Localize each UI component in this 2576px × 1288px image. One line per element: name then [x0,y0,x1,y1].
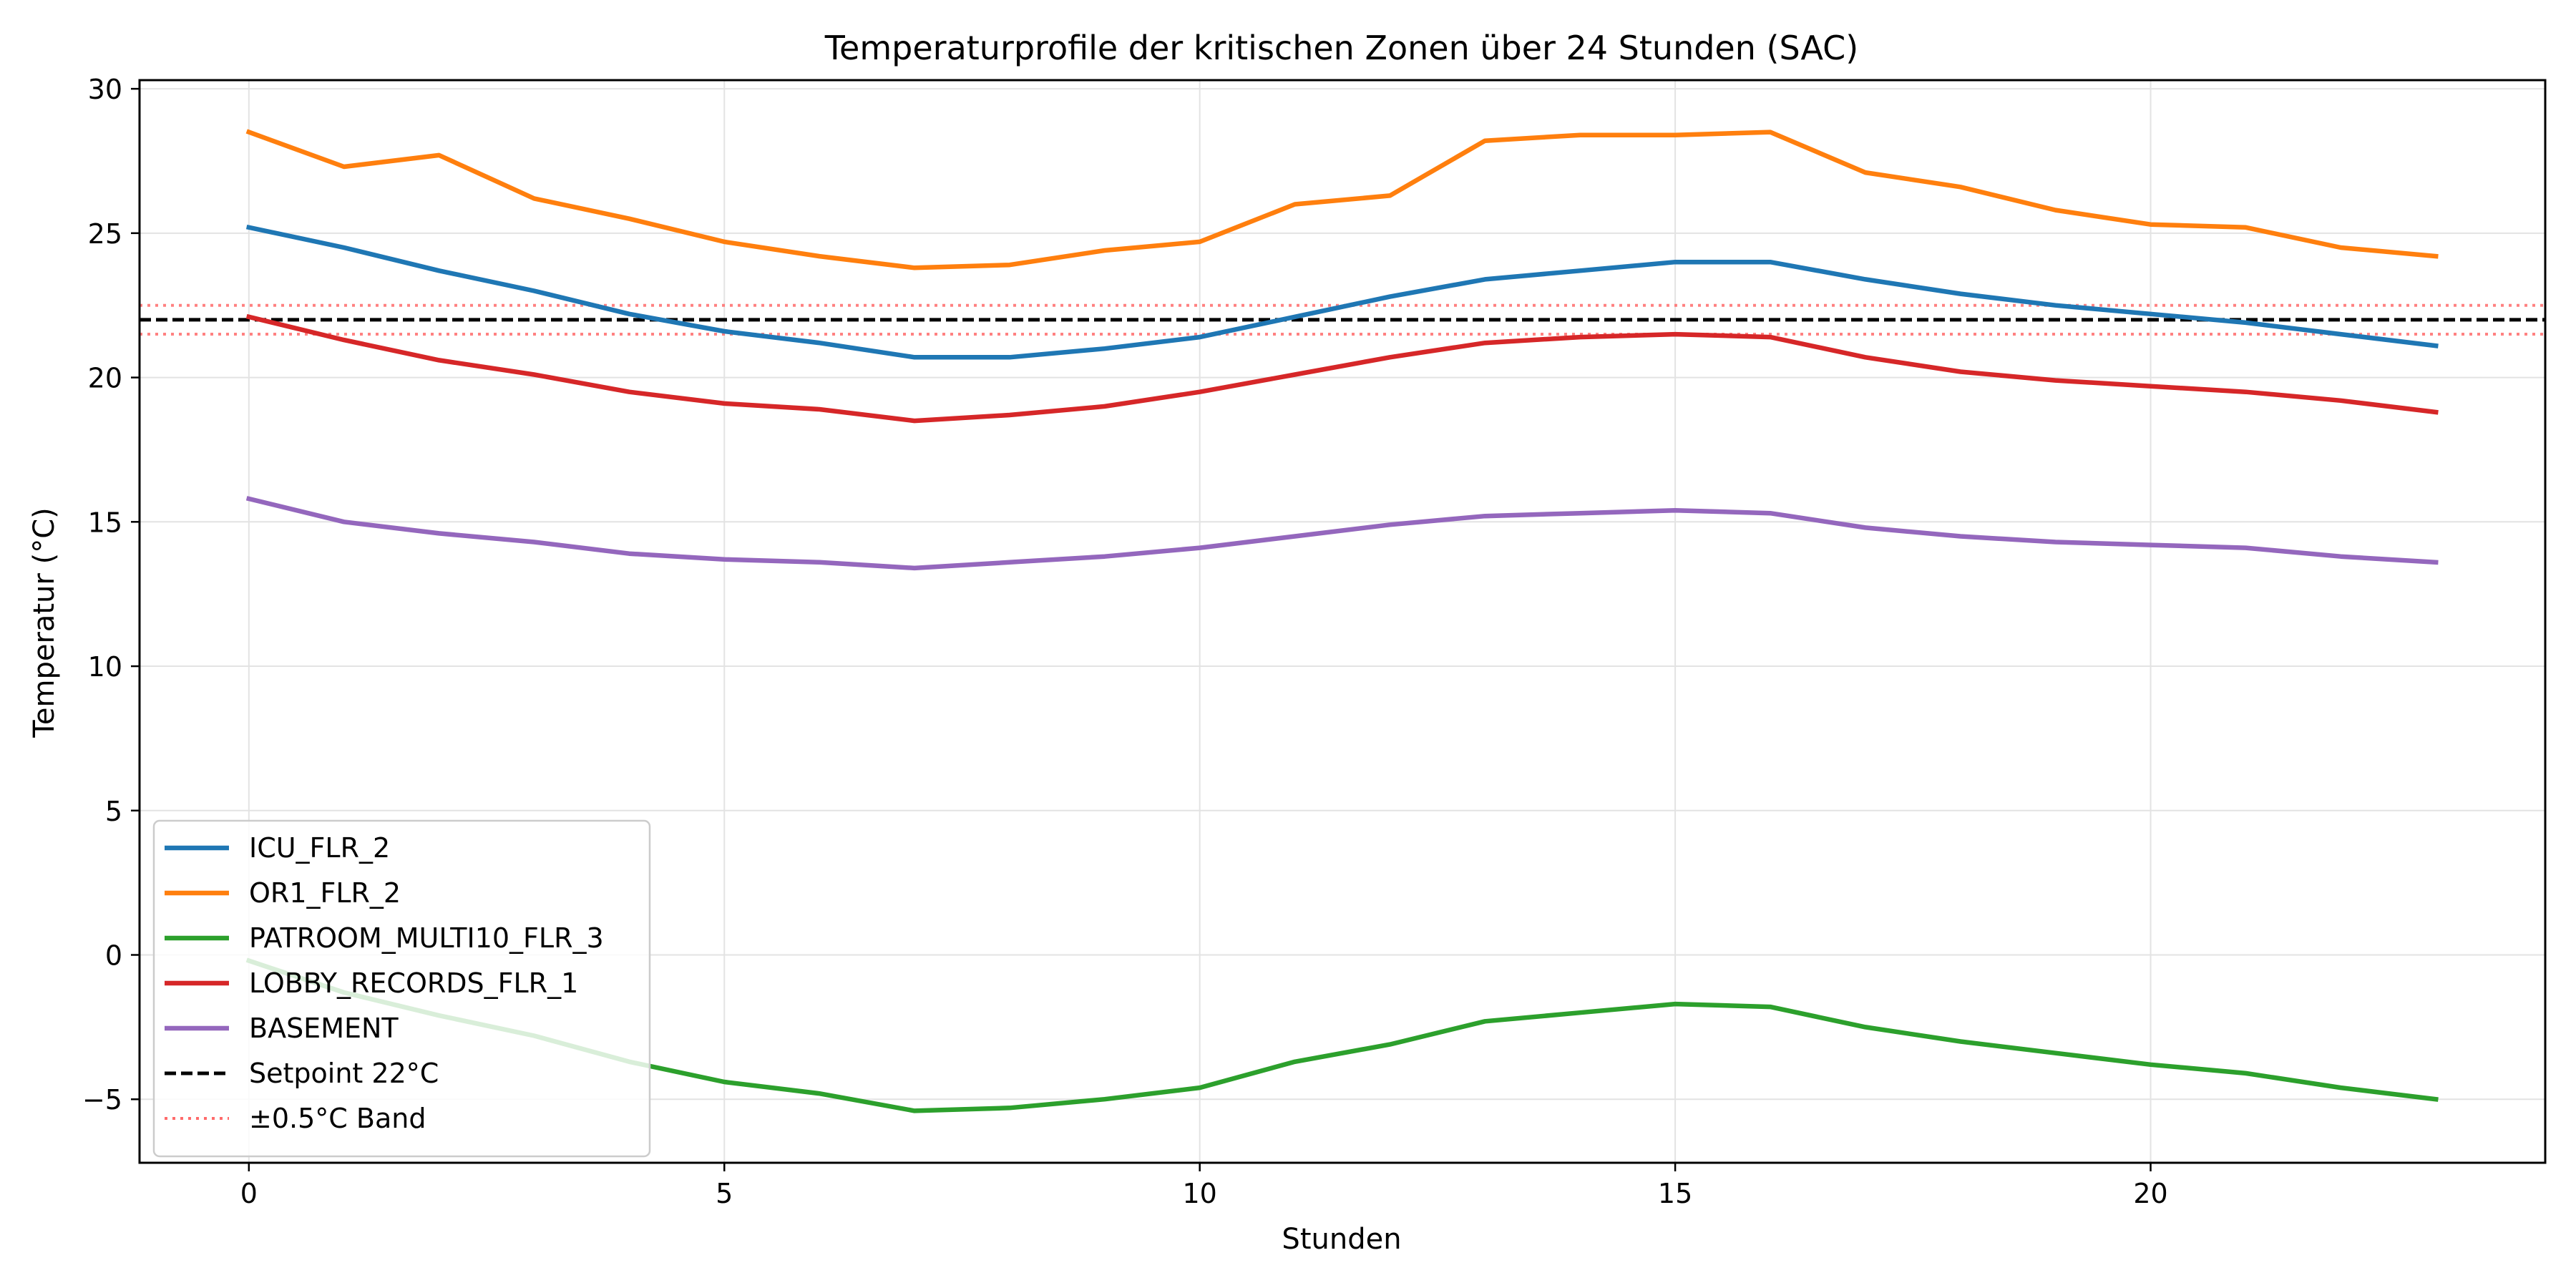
y-tick-label: 30 [88,74,122,105]
reference-lines [140,303,2545,336]
y-tick-label: −5 [82,1084,122,1116]
y-tick-label: 15 [88,507,122,538]
x-tick-label: 5 [716,1178,733,1209]
y-tick-label: 20 [88,363,122,394]
legend-label: ICU_FLR_2 [249,832,390,864]
y-tick-label: 0 [105,940,122,972]
x-axis-label: Stunden [1282,1223,1401,1256]
y-tick-label: 25 [88,218,122,250]
series-line-icu-flr-2 [245,224,2439,360]
y-tick-label: 10 [88,651,122,683]
legend-label: OR1_FLR_2 [249,877,401,909]
y-axis-ticks: −5 0 5 10 15 20 25 30 [82,74,140,1116]
y-axis-label: Temperatur (°C) [28,507,61,738]
x-tick-label: 0 [240,1178,258,1209]
legend-label: ±0.5°C Band [249,1103,426,1134]
plot-area-frame [138,79,2547,1164]
legend-label: Setpoint 22°C [249,1058,439,1089]
legend-label: LOBBY_RECORDS_FLR_1 [249,967,578,999]
y-tick-label: 5 [105,796,122,827]
x-axis-ticks: 0 5 10 15 20 [240,1163,2168,1209]
series-line-lobby-records-flr-1 [245,313,2439,424]
series-line-basement [245,496,2439,571]
series-line-or1-flr-2 [245,129,2439,270]
legend-box [152,819,651,1158]
x-tick-label: 20 [2133,1178,2167,1209]
legend-label: PATROOM_MULTI10_FLR_3 [249,922,604,954]
x-tick-label: 10 [1182,1178,1216,1209]
series-lines [245,129,2439,1113]
x-tick-label: 15 [1658,1178,1692,1209]
legend-label: BASEMENT [249,1013,399,1044]
chart-title: Temperaturprofile der kritischen Zonen ü… [824,29,1858,67]
legend: ICU_FLR_2 OR1_FLR_2 PATROOM_MULTI10_FLR_3 L… [152,819,651,1158]
